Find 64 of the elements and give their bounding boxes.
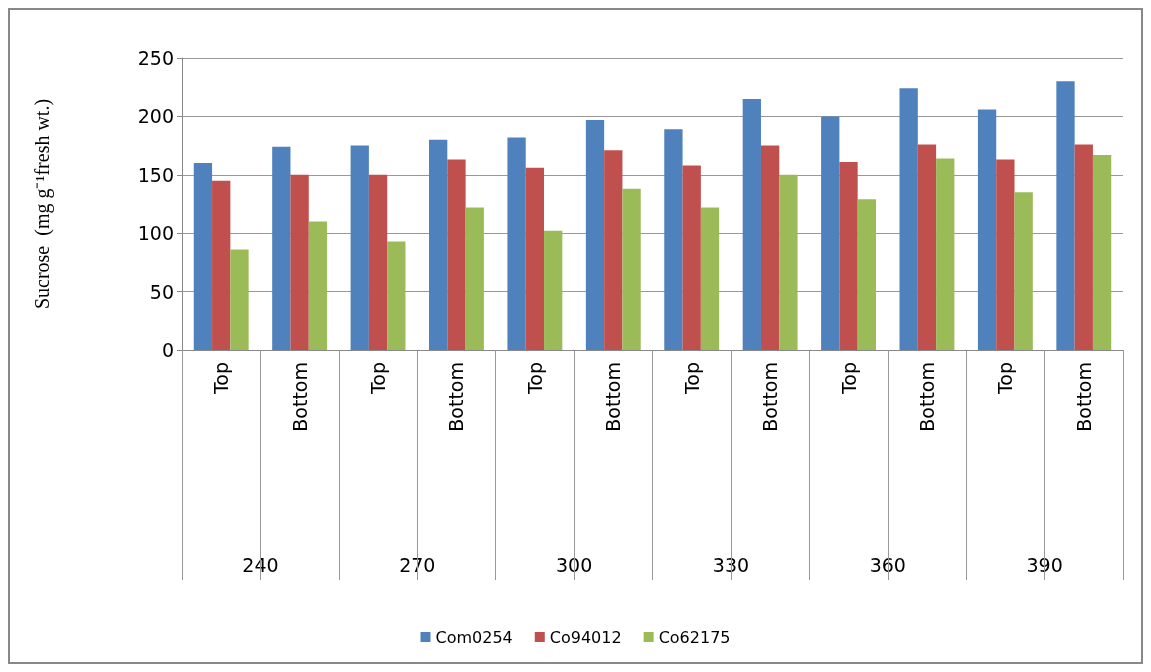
bar	[368, 174, 388, 350]
x-tick-label: Top	[837, 362, 860, 396]
bar	[664, 129, 683, 350]
bar	[622, 188, 641, 350]
bar	[821, 116, 840, 350]
bar	[1074, 144, 1093, 350]
legend-label: Co94012	[549, 627, 622, 647]
x-tick-label: Top	[367, 362, 390, 396]
bar	[350, 145, 369, 350]
legend-label: Com0254	[435, 627, 513, 647]
x-tick-label: Bottom	[1072, 362, 1095, 432]
text: 390	[1026, 554, 1063, 576]
bar	[604, 150, 623, 350]
bar	[387, 241, 406, 350]
x-tick-label: Bottom	[288, 362, 311, 432]
bar	[682, 165, 701, 350]
bar	[465, 207, 484, 350]
text: 300	[555, 554, 593, 576]
bar	[193, 163, 213, 350]
bar	[230, 249, 249, 350]
legend-label: Co62175	[658, 627, 731, 647]
bar	[1056, 81, 1075, 350]
bar	[544, 230, 563, 350]
bar	[779, 174, 798, 350]
bar	[996, 159, 1015, 350]
bar	[742, 98, 761, 350]
bar	[507, 137, 526, 350]
bar	[977, 109, 997, 350]
bar	[525, 167, 545, 350]
bar	[429, 139, 448, 350]
x-tick-label: Top	[680, 362, 703, 396]
y-tick-label: 150	[137, 163, 174, 186]
bar	[936, 158, 955, 350]
text: 240	[242, 554, 279, 576]
bar	[308, 221, 328, 350]
bar	[839, 161, 858, 350]
y-tick-label: 100	[137, 222, 174, 245]
bar	[212, 180, 231, 350]
x-tick-label: Top	[523, 362, 546, 396]
y-tick-label: 200	[137, 105, 174, 128]
y-tick-label: 250	[137, 47, 174, 69]
bar	[272, 146, 291, 350]
text: 270	[399, 554, 436, 576]
bar	[290, 174, 309, 350]
x-tick-label: Bottom	[445, 362, 468, 432]
bar	[760, 145, 780, 350]
bar	[857, 199, 876, 350]
x-tick-label: Top	[994, 362, 1017, 396]
bar	[899, 88, 918, 350]
text: 330	[712, 554, 750, 576]
bar	[917, 144, 937, 350]
y-tick-label: 50	[149, 280, 174, 303]
y-tick-label: 0	[161, 339, 174, 361]
y-axis-title: Sucrose (mg g⁻¹fresh wt.)	[31, 98, 54, 310]
x-tick-label: Bottom	[915, 362, 938, 432]
bar	[700, 207, 720, 350]
text: 360	[869, 554, 906, 576]
bar	[1092, 154, 1112, 350]
bar	[585, 119, 605, 350]
x-tick-label: Bottom	[759, 362, 782, 432]
x-tick-label: Top	[210, 362, 233, 396]
bar	[1014, 192, 1033, 350]
bar	[447, 159, 466, 350]
x-tick-label: Bottom	[602, 362, 625, 432]
